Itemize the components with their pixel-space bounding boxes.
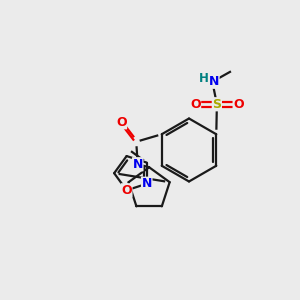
Text: N: N: [133, 158, 143, 171]
Text: N: N: [142, 177, 152, 190]
Text: O: O: [116, 116, 127, 129]
Text: O: O: [121, 184, 132, 197]
Text: N: N: [209, 75, 219, 88]
Text: S: S: [212, 98, 221, 111]
Text: O: O: [190, 98, 201, 111]
Text: O: O: [233, 98, 244, 111]
Text: H: H: [199, 72, 209, 85]
